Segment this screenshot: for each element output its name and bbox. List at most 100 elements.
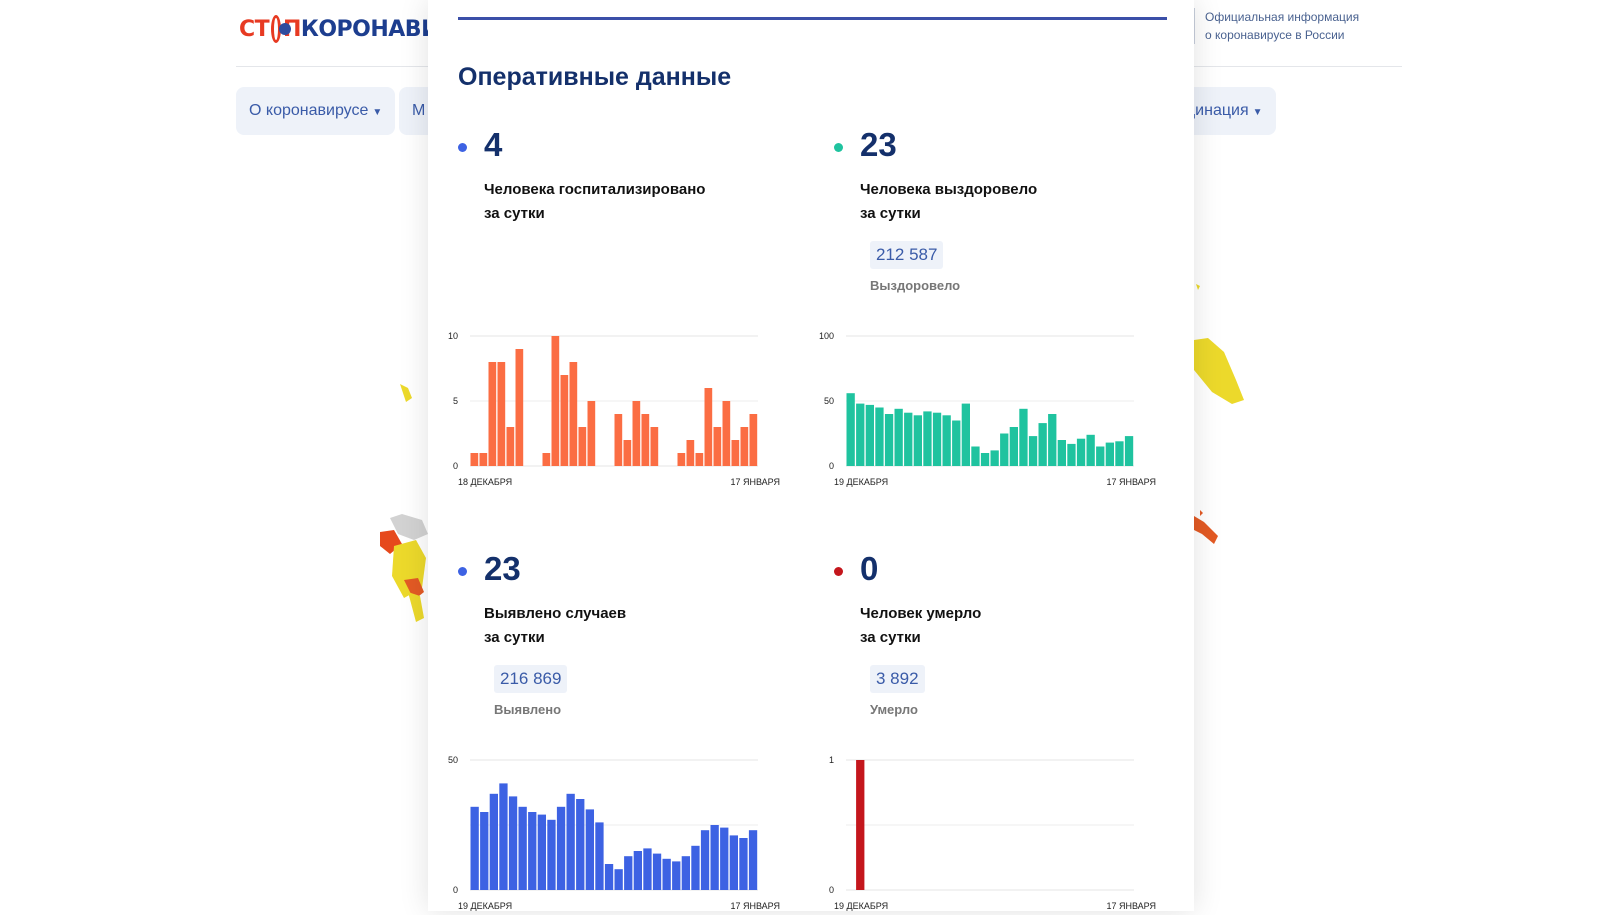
chart-bar: [748, 830, 758, 890]
chart-bar: [632, 401, 641, 466]
chart-bar: [971, 446, 980, 466]
chart-bar: [980, 453, 990, 466]
chart-bar: [587, 401, 596, 466]
virus-icon: [271, 15, 291, 43]
chart-recovered: 0 50 100 19 ДЕКАБРЯ 17 ЯНВАРЯ: [816, 326, 1156, 491]
chart-svg: 0 5 10 18 ДЕКАБРЯ 17 ЯНВАРЯ: [448, 331, 780, 487]
chart-bar: [923, 411, 932, 466]
y-tick-label: 0: [829, 461, 834, 471]
chart-bar: [1019, 408, 1028, 466]
chart-bar: [551, 336, 560, 466]
y-tick-label: 0: [453, 885, 458, 895]
chart-bar: [1096, 446, 1105, 466]
chart-bar: [662, 858, 671, 890]
chart-bar: [990, 450, 999, 466]
chart-bar: [633, 851, 642, 890]
chart-bar: [1086, 434, 1095, 466]
metric-label: Человек умерло за сутки: [860, 605, 982, 646]
chart-bar: [1057, 440, 1066, 466]
metric-total-badge: 216 869: [494, 665, 568, 693]
logo-text-stop-b: П: [282, 16, 301, 42]
chart-bar: [691, 845, 700, 890]
chart-bar: [932, 412, 942, 466]
chart-bar: [515, 349, 524, 466]
x-end-label: 17 ЯНВАРЯ: [1106, 477, 1156, 487]
chart-bar: [942, 415, 951, 466]
y-tick-label: 100: [819, 331, 834, 341]
metric-total-badge: 212 587: [870, 241, 944, 269]
chart-bar: [604, 864, 614, 890]
chart-bar: [1067, 443, 1076, 466]
nav-about-coronavirus[interactable]: О коронавирусе ▼: [236, 87, 396, 135]
x-start-label: 18 ДЕКАБРЯ: [458, 477, 512, 487]
series-dot-icon: [834, 567, 843, 576]
chart-bar: [614, 869, 623, 890]
panel-title: Оперативные данные: [458, 63, 732, 91]
chart-bar: [547, 819, 556, 890]
y-tick-label: 50: [824, 396, 834, 406]
chart-bar: [1115, 441, 1124, 466]
chart-bar: [652, 853, 662, 890]
chart-bar: [961, 403, 970, 466]
tagline-line-2: о коронавирусе в России: [1205, 28, 1345, 42]
chart-bar: [875, 407, 884, 466]
chart-bar: [560, 375, 569, 466]
chart-bar: [913, 415, 922, 466]
nav-label: цинация: [1186, 102, 1249, 119]
chart-bar: [1038, 423, 1047, 466]
series-dot-icon: [458, 567, 467, 576]
chart-bar: [695, 453, 704, 466]
chart-bar: [722, 401, 731, 466]
site-tagline: Официальная информация о коронавирусе в …: [1194, 8, 1359, 44]
metric-total-label: Выявлено: [494, 702, 562, 717]
chart-bar: [556, 806, 566, 890]
metric-total-label: Умерло: [870, 702, 918, 717]
panel-top-rule: [458, 17, 1167, 20]
chart-bar: [740, 427, 749, 466]
chart-bar: [566, 793, 575, 890]
chart-bar: [542, 453, 551, 466]
chart-bar: [624, 856, 633, 890]
site-logo[interactable]: СТ П КОРОНАВИ: [239, 12, 439, 46]
chart-bar: [739, 838, 748, 890]
chart-bar: [729, 835, 738, 890]
y-tick-label: 0: [453, 461, 458, 471]
chart-bar: [479, 453, 488, 466]
chart-bar: [894, 408, 903, 466]
chart-bar: [528, 812, 537, 890]
chart-svg: 0 50 100 19 ДЕКАБРЯ 17 ЯНВАРЯ: [819, 331, 1156, 487]
tagline-line-1: Официальная информация: [1205, 10, 1360, 24]
chart-deaths: 0 1 19 ДЕКАБРЯ 17 ЯНВАРЯ: [816, 750, 1156, 915]
chart-bar: [585, 809, 594, 890]
chart-bar: [1000, 433, 1009, 466]
chart-bar: [856, 403, 865, 466]
chart-detected: 0 50 19 ДЕКАБРЯ 17 ЯНВАРЯ: [440, 750, 780, 915]
chart-bar: [508, 796, 518, 890]
metric-label: Человека выздоровело за сутки: [860, 181, 1038, 222]
logo-text-stop-a: СТ: [239, 16, 270, 42]
series-dot-icon: [834, 143, 843, 152]
chart-bar: [710, 825, 719, 890]
chart-bar: [677, 453, 686, 466]
x-start-label: 19 ДЕКАБРЯ: [834, 901, 888, 911]
caret-down-icon: ▼: [1252, 107, 1263, 118]
chart-bar: [1048, 414, 1057, 466]
metric-value: 23: [484, 550, 521, 587]
metric-label: Выявлено случаев за сутки: [484, 605, 627, 646]
chart-bar: [470, 806, 479, 890]
chart-bar: [749, 414, 758, 466]
chart-bar: [499, 783, 508, 890]
y-tick-label: 0: [829, 885, 834, 895]
chart-bar: [650, 427, 659, 466]
nav-label: М: [412, 102, 426, 119]
y-tick-label: 50: [448, 755, 458, 765]
chart-bar: [470, 453, 479, 466]
chart-bar: [506, 427, 515, 466]
chart-bar: [1076, 438, 1086, 466]
chart-bar: [643, 848, 652, 890]
map-fragment-left: [380, 384, 428, 622]
chart-bar: [884, 414, 894, 466]
map-fragment-right: [1194, 284, 1244, 544]
chart-bar: [686, 440, 695, 466]
x-end-label: 17 ЯНВАРЯ: [730, 901, 780, 911]
